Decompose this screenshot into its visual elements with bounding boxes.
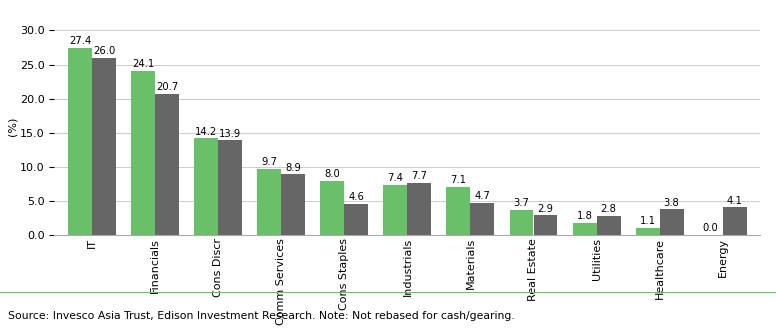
Text: 7.7: 7.7 [411, 171, 428, 181]
Bar [407, 183, 431, 235]
Bar [281, 174, 305, 235]
Bar [258, 169, 281, 235]
Bar [218, 140, 242, 235]
Bar [446, 187, 470, 235]
Text: 24.1: 24.1 [132, 59, 154, 69]
Text: 1.1: 1.1 [639, 216, 656, 226]
Text: 2.9: 2.9 [538, 204, 553, 214]
Bar [660, 209, 684, 235]
Bar [597, 216, 621, 235]
Text: 27.4: 27.4 [69, 37, 92, 46]
Bar [470, 203, 494, 235]
Bar [573, 223, 597, 235]
Bar [510, 210, 533, 235]
Text: 3.7: 3.7 [514, 198, 529, 208]
Text: 4.7: 4.7 [474, 192, 490, 201]
Y-axis label: (%): (%) [7, 116, 17, 136]
Text: 13.9: 13.9 [219, 129, 241, 139]
Text: 4.6: 4.6 [348, 192, 364, 202]
Text: 8.0: 8.0 [324, 169, 340, 179]
Text: 20.7: 20.7 [156, 82, 178, 92]
Bar [534, 215, 557, 235]
Text: 3.8: 3.8 [663, 198, 680, 208]
Text: 26.0: 26.0 [93, 46, 116, 56]
Bar [68, 48, 92, 235]
Bar [383, 185, 407, 235]
Text: 0.0: 0.0 [703, 223, 719, 234]
Bar [345, 204, 369, 235]
Bar [636, 228, 660, 235]
Bar [320, 181, 345, 235]
Text: Source: Invesco Asia Trust, Edison Investment Research. Note: Not rebased for ca: Source: Invesco Asia Trust, Edison Inves… [8, 311, 514, 321]
Text: 8.9: 8.9 [286, 163, 301, 173]
Bar [155, 94, 179, 235]
Text: 1.8: 1.8 [577, 211, 593, 221]
Text: 7.1: 7.1 [451, 175, 466, 185]
Bar [131, 71, 155, 235]
Text: 2.8: 2.8 [601, 204, 616, 214]
Text: 9.7: 9.7 [262, 157, 277, 167]
Bar [194, 138, 218, 235]
Bar [92, 58, 116, 235]
Text: 7.4: 7.4 [387, 173, 404, 183]
Text: 4.1: 4.1 [726, 196, 743, 206]
Bar [722, 207, 747, 235]
Text: 14.2: 14.2 [195, 127, 217, 136]
